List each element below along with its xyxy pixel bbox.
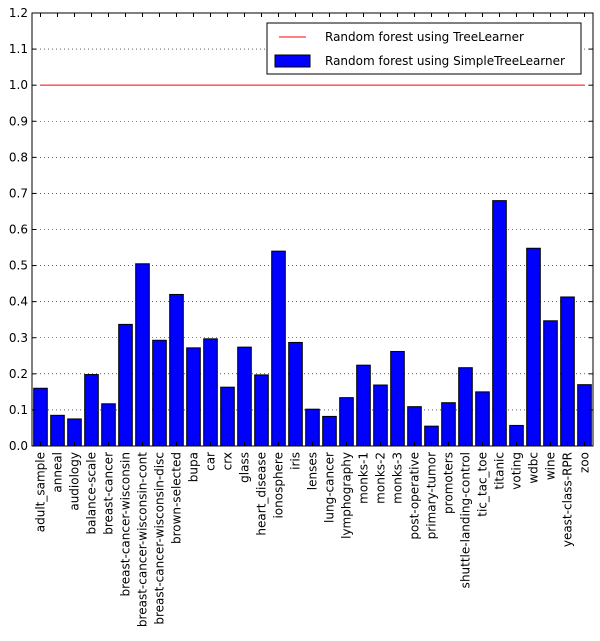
legend: Random forest using TreeLearner Random f… [266,22,582,75]
bar-monks-2 [373,384,388,447]
bar-breast-cancer-wisconsin-disc [152,339,167,447]
y-tick-label: 0.5 [9,259,28,273]
x-tick-label: balance-scale [85,452,99,535]
x-tick-label: titanic [493,452,507,490]
bar-monks-1 [356,364,371,447]
x-tick-label: crx [221,452,235,470]
bar-glass [237,346,252,447]
y-tick-label: 0.6 [9,223,28,237]
bar-iris [288,341,303,447]
x-tick-label: monks-2 [374,452,388,504]
x-tick-label: breast-cancer-wisconsin [119,452,133,596]
bar-yeast-class-RPR [560,296,575,447]
bar-wine [543,320,558,447]
bar-promoters [441,402,456,447]
bar-anneal [50,414,65,447]
x-tick-label: brown-selected [170,452,184,544]
x-tick-label: shuttle-landing-control [459,452,473,588]
bar-breast-cancer-wisconsin [118,323,133,447]
x-tick-label: lymphography [340,452,354,539]
bar-tic_tac_toe [475,391,490,447]
y-tick-label: 0.4 [9,295,28,309]
x-tick-label: monks-1 [357,452,371,504]
x-tick-label: breast-cancer-wisconsin-cont [136,452,150,627]
bar-ionosphere [271,250,286,447]
x-tick-label: breast-cancer [102,452,116,535]
bar-lenses [305,408,320,447]
x-tick-label: heart_disease [255,452,269,536]
y-tick-label: 1.1 [9,42,28,56]
y-tick-label: 0.9 [9,114,28,128]
bar-audiology [67,418,82,447]
x-tick-label: primary-tumor [425,452,439,539]
x-tick-label: iris [289,452,303,470]
x-tick-label: glass [238,452,252,483]
x-tick-label: lung-cancer [323,452,337,523]
x-tick-label: audiology [68,452,82,511]
bar-bupa [186,347,201,447]
grid-lines [32,48,593,411]
legend-bar-swatch [274,54,311,68]
y-tick-label: 0.2 [9,367,28,381]
legend-box [266,22,582,75]
bar-car [203,338,218,447]
bar-crx [220,386,235,447]
y-tick-label: 0.3 [9,331,28,345]
x-tick-label: adult_sample [34,452,48,532]
x-tick-label: car [204,452,218,471]
x-tick-label: zoo [578,452,592,473]
x-tick-label: anneal [51,452,65,493]
bar-balance-scale [84,374,99,447]
x-tick-label: bupa [187,452,201,482]
y-tick-label: 0.7 [9,186,28,200]
bar-heart_disease [254,374,269,447]
bar-adult_sample [33,387,48,447]
bar-brown-selected [169,293,184,447]
x-tick-label: tic_tac_toe [476,452,490,517]
x-tick-label: wine [544,452,558,480]
x-tick-label: yeast-class-RPR [561,452,575,547]
x-tick-label: lenses [306,452,320,490]
y-tick-label: 0.1 [9,403,28,417]
x-tick-label: monks-3 [391,452,405,504]
bar-lung-cancer [322,415,337,447]
y-tick-label: 0.0 [9,439,28,453]
bar-wdbc [526,247,541,447]
x-tick-label: promoters [442,452,456,514]
y-axis: 0.0 0.1 0.2 0.3 0.4 0.5 0.6 0.7 0.8 0.9 1.0 1.1 1.2 [9,6,593,453]
bar-titanic [492,200,507,447]
bar-breast-cancer-wisconsin-cont [135,263,150,447]
bar-post-operative [407,406,422,447]
legend-label-treelearner: Random forest using TreeLearner [325,30,524,44]
y-tick-label: 0.8 [9,150,28,164]
bar-lymphography [339,397,354,447]
y-tick-label: 1.2 [9,6,28,20]
x-tick-label: voting [510,452,524,490]
x-tick-label: wdbc [527,452,541,484]
bar-shuttle-landing-control [458,367,473,447]
x-tick-label: ionosphere [272,452,286,519]
bar-breast-cancer [101,403,116,447]
bar-monks-3 [390,350,405,447]
bar-series [33,200,592,447]
x-tick-label: breast-cancer-wisconsin-disc [153,452,167,625]
y-tick-label: 1.0 [9,78,28,92]
x-axis: adult_sample anneal audiology balance-scale… [34,13,592,627]
legend-label-simpletreelearner: Random forest using SimpleTreeLearner [325,54,565,68]
x-tick-label: post-operative [408,452,422,540]
bar-zoo [577,384,592,447]
